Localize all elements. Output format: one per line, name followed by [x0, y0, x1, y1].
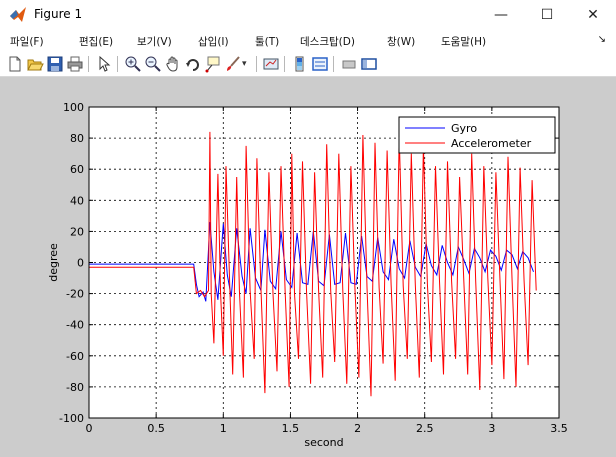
menu-tools[interactable]: 툴(T) — [255, 36, 280, 48]
title-bar: Figure 1 — ☐ ✕ — [0, 0, 616, 30]
window-title: Figure 1 — [34, 7, 83, 21]
y-tick-label: -40 — [66, 319, 84, 332]
menu-desktop[interactable]: 데스크탑(D) — [300, 36, 355, 48]
menu-insert[interactable]: 삽입(I) — [198, 36, 229, 48]
menu-help[interactable]: 도움말(H) — [441, 36, 487, 48]
maximize-button[interactable]: ☐ — [540, 7, 554, 23]
pointer-icon[interactable] — [95, 55, 113, 73]
zoom-in-icon[interactable] — [124, 55, 142, 73]
close-button[interactable]: ✕ — [587, 7, 599, 23]
new-figure-icon[interactable] — [6, 55, 24, 73]
y-tick-label: -60 — [66, 350, 84, 363]
axes-frame — [88, 106, 560, 419]
hide-plot-tools-icon[interactable] — [340, 55, 358, 73]
toolbar-separator — [256, 56, 257, 72]
print-icon[interactable] — [66, 55, 84, 73]
plot-series — [89, 131, 537, 397]
toolbar-separator — [88, 56, 89, 72]
legend[interactable]: Gyro Accelerometer — [398, 116, 556, 154]
y-axis-label: degree — [47, 243, 60, 282]
menu-overflow-arrow-icon[interactable]: ↘ — [597, 34, 606, 45]
y-tick-label: 20 — [70, 225, 84, 238]
brush-icon[interactable] — [224, 55, 242, 73]
x-tick-label: 3.5 — [550, 422, 568, 435]
menu-file[interactable]: 파일(F) — [10, 36, 44, 48]
show-plot-tools-icon[interactable] — [360, 55, 378, 73]
figure-toolbar: ▾ — [0, 52, 616, 77]
legend-box — [398, 116, 556, 154]
save-icon[interactable] — [46, 55, 64, 73]
legend-label-gyro: Gyro — [451, 122, 477, 135]
y-tick-label: -100 — [59, 412, 84, 425]
minimize-button[interactable]: — — [494, 7, 508, 23]
series-line-accelerometer — [89, 131, 537, 397]
open-file-icon[interactable] — [26, 55, 44, 73]
toolbar-separator — [284, 56, 285, 72]
series-line-gyro — [89, 222, 534, 302]
y-tick-label: 60 — [70, 163, 84, 176]
rotate-3d-icon[interactable] — [184, 55, 202, 73]
x-tick-label: 2.5 — [416, 422, 434, 435]
legend-label-accelerometer: Accelerometer — [451, 137, 532, 150]
y-tick-label: -20 — [66, 288, 84, 301]
menu-window[interactable]: 창(W) — [387, 36, 416, 48]
colorbar-icon[interactable] — [291, 55, 309, 73]
y-tick-label: -80 — [66, 381, 84, 394]
brush-dropdown-icon[interactable]: ▾ — [242, 59, 247, 69]
pan-hand-icon[interactable] — [164, 55, 182, 73]
menu-view[interactable]: 보기(V) — [137, 36, 172, 48]
x-tick-label: 1 — [220, 422, 227, 435]
x-axis-label: second — [304, 436, 343, 449]
matlab-logo-icon — [10, 7, 26, 22]
x-tick-label: 2 — [354, 422, 361, 435]
link-plot-icon[interactable] — [262, 55, 280, 73]
y-tick-label: 40 — [70, 194, 84, 207]
x-tick-label: 3 — [488, 422, 495, 435]
y-tick-label: 80 — [70, 132, 84, 145]
data-cursor-icon[interactable] — [204, 55, 222, 73]
y-tick-label: 100 — [63, 101, 84, 114]
y-tick-label: 0 — [77, 257, 84, 270]
menu-edit[interactable]: 편집(E) — [79, 36, 114, 48]
menu-bar: 파일(F) 편집(E) 보기(V) 삽입(I) 툴(T) 데스크탑(D) 창(W… — [0, 30, 616, 52]
axis-ticks: 0 0.5 1 1.5 2 2.5 3 3.5 100 80 60 40 20 0 -20 -40 -60 -80… — [59, 101, 568, 435]
x-tick-label: 0 — [86, 422, 93, 435]
x-tick-label: 0.5 — [147, 422, 165, 435]
x-tick-label: 1.5 — [282, 422, 300, 435]
zoom-out-icon[interactable] — [144, 55, 162, 73]
toolbar-separator — [333, 56, 334, 72]
toolbar-separator — [117, 56, 118, 72]
legend-icon[interactable] — [311, 55, 329, 73]
